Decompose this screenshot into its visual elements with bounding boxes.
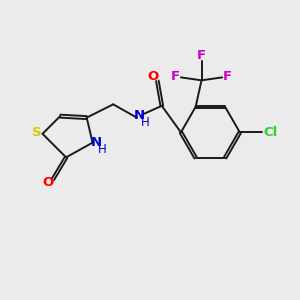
Text: O: O: [147, 70, 159, 83]
Text: H: H: [141, 116, 150, 129]
Text: Cl: Cl: [263, 126, 277, 139]
Text: H: H: [98, 142, 106, 156]
Text: N: N: [91, 136, 102, 149]
Text: S: S: [32, 126, 42, 139]
Text: N: N: [134, 109, 145, 122]
Text: O: O: [42, 176, 53, 189]
Text: F: F: [223, 70, 232, 83]
Text: F: F: [171, 70, 180, 83]
Text: F: F: [197, 50, 206, 62]
